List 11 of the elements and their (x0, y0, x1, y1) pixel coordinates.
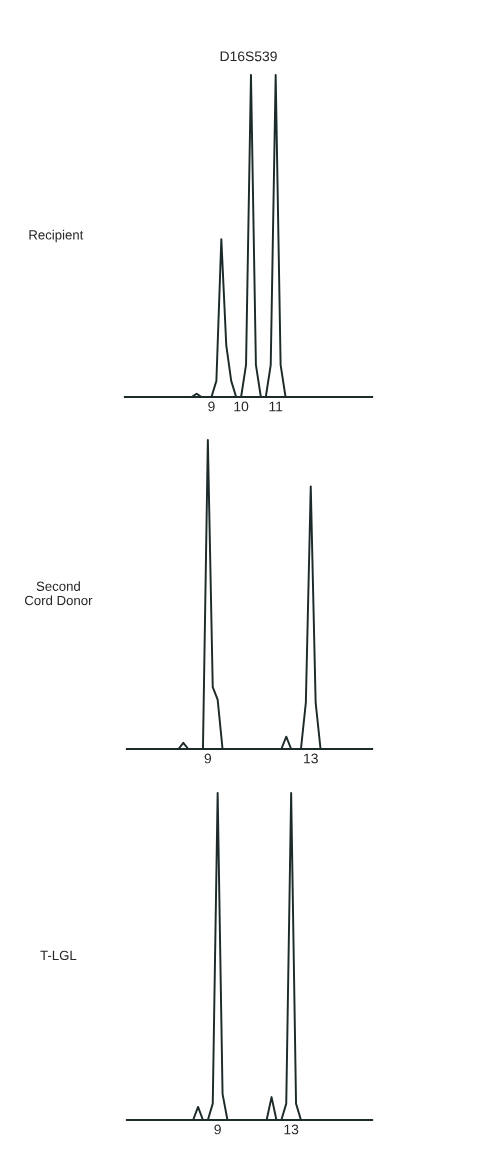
x-tick-label: 9 (208, 401, 215, 412)
x-tick-label: 13 (284, 1124, 299, 1135)
x-tick-label: 9 (204, 753, 212, 764)
x-tick-label: 13 (304, 753, 318, 764)
x-tick-label: 11 (269, 401, 283, 412)
x-tick-label: 10 (234, 401, 249, 412)
y-axis-title: T-LGL (40, 950, 77, 961)
y-axis-title: Second Cord Donor (24, 581, 93, 606)
chart-title: D16S539 (220, 51, 277, 62)
y-axis-title: Recipient (29, 229, 84, 243)
x-tick-label: 9 (214, 1124, 221, 1135)
